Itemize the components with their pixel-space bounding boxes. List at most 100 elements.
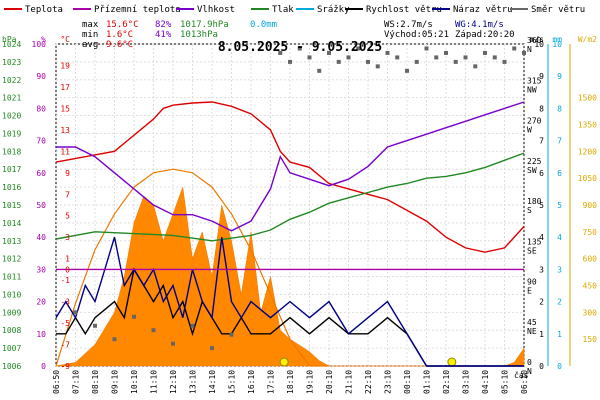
wind-dir-point (444, 50, 448, 55)
wind-dir-point (73, 310, 78, 315)
stats-sunset: Západ:20:20 (455, 30, 515, 40)
y-tick-mm: 5 (557, 201, 562, 210)
y-tick-wm2: 300 (583, 308, 598, 317)
wind-dir-point (297, 46, 302, 51)
x-tick-label: 22:10 (364, 370, 373, 394)
wind-dir-point (463, 55, 468, 60)
y-tick-mm: 4 (557, 233, 562, 242)
y-tick-ms: 2 (539, 298, 544, 307)
y-tick-temp: 15 (60, 104, 70, 113)
wind-direction-points (73, 46, 526, 351)
dir-tick-name: N (527, 45, 532, 54)
y-tick-temp: 1 (65, 255, 70, 264)
stats-min-temp: 1.6°C (106, 30, 133, 40)
y-tick-mm: 9 (557, 72, 562, 81)
y-tick-temp: 13 (60, 126, 70, 135)
x-tick-label: 10:10 (130, 370, 139, 394)
dir-tick-name: S (527, 206, 532, 215)
wind-dir-point (492, 55, 497, 60)
wind-dir-point (385, 50, 390, 55)
y-tick-hpa: 1019 (2, 129, 21, 138)
dir-tick-name: NE (527, 327, 537, 336)
dir-tick-value: 315 (527, 76, 542, 85)
wind-dir-point (453, 59, 458, 64)
stats-avg-temp: 9.6°C (106, 40, 133, 50)
dir-tick-value: 225 (527, 157, 542, 166)
x-tick-label: 14:10 (208, 370, 217, 394)
wind-dir-point (151, 328, 156, 333)
y-tick-wm2: 450 (583, 282, 598, 291)
wind-dir-point (375, 64, 380, 69)
y-tick-hpa: 1021 (2, 94, 21, 103)
wind-dir-point (327, 50, 331, 55)
wind-dir-point (210, 346, 214, 351)
wind-dir-point (473, 64, 478, 69)
y-tick-hpa: 1020 (2, 112, 21, 121)
y-tick-temp: 7 (65, 190, 70, 199)
stats-max-temp: 15.6°C (106, 20, 139, 30)
wind-dir-point (307, 55, 312, 60)
y-tick-mm: 7 (557, 137, 562, 146)
solar-theory-curve (55, 168, 329, 367)
stats-box: max 15.6°C 82% 1017.9hPa 0.0mm min 1.6°C… (82, 20, 515, 50)
stats-max-label: max (82, 20, 99, 30)
dir-tick-name: W (527, 126, 532, 135)
stats-min-label: min (82, 30, 98, 40)
y-tick-ms: 7 (539, 137, 544, 146)
wind-dir-point (171, 341, 175, 346)
y-tick-ms: 1 (539, 330, 544, 339)
dir-tick-name: E (527, 287, 532, 296)
legend-label-4: Srážky (317, 5, 350, 15)
y-tick-hpa: 1016 (2, 183, 21, 192)
y-tick-wm2: 1350 (578, 121, 597, 130)
wind-dir-point (434, 55, 439, 60)
y-tick-ms: 0 (539, 362, 544, 371)
y-tick-mm: 10 (552, 40, 562, 49)
x-tick-label: 21:10 (345, 370, 354, 394)
wind-dir-point (93, 323, 97, 328)
x-tick-label: 06:50 (52, 370, 61, 394)
y-tick-wm2: 1200 (578, 147, 597, 156)
y-tick-ms: 3 (539, 265, 544, 274)
x-tick-label: 05:10 (501, 370, 510, 394)
wind-dir-point (288, 59, 292, 64)
y-tick-wm2: 150 (583, 335, 598, 344)
y-tick-hpa: 1014 (2, 219, 21, 228)
stats-wg: WG:4.1m/s (455, 20, 504, 30)
wind-dir-point (229, 332, 234, 337)
dir-tick-value: 180 (527, 197, 542, 206)
y-tick-hpa: 1024 (2, 40, 21, 49)
y-tick-pct: 10 (36, 330, 46, 339)
y-tick-hpa: 1008 (2, 326, 21, 335)
stats-ws: WS:2.7m/s (384, 20, 433, 30)
wind-dir-point (317, 68, 322, 73)
stats-max-rain: 0.0mm (250, 20, 277, 30)
sunrise-marker (447, 357, 457, 367)
y-tick-mm: 6 (557, 169, 562, 178)
y-tick-ms: 10 (534, 40, 544, 49)
y-tick-pct: 60 (36, 169, 46, 178)
y-tick-hpa: 1015 (2, 201, 21, 210)
series-lines (55, 101, 525, 367)
y-axis-label-wm2: W/m2 (578, 35, 597, 44)
wind-dir-point (424, 46, 429, 51)
y-tick-hpa: 1007 (2, 344, 21, 353)
y-tick-wm2: 600 (583, 255, 598, 264)
y-tick-temp: -1 (60, 276, 70, 285)
dir-tick-value: 135 (527, 237, 542, 246)
y-tick-pct: 50 (36, 201, 46, 210)
y-tick-hpa: 1013 (2, 237, 21, 246)
x-tick-label: 12:10 (169, 370, 178, 394)
y-tick-hpa: 1012 (2, 255, 21, 264)
x-unit-label: čas (514, 370, 529, 380)
y-axis-label-mm: mm (552, 35, 562, 44)
axes: 06:50 07:10 08:10 09:10 10:10 11:10 12:10 13:10… (2, 35, 597, 394)
x-tick-label: 02:10 (442, 370, 451, 394)
y-tick-temp: 9 (65, 169, 70, 178)
wind-dir-point (512, 46, 517, 51)
y-tick-ms: 9 (539, 72, 544, 81)
x-tick-label: 06:10 (520, 370, 529, 394)
series-line-4 (55, 236, 524, 367)
stats-min-hum: 41% (155, 30, 172, 40)
